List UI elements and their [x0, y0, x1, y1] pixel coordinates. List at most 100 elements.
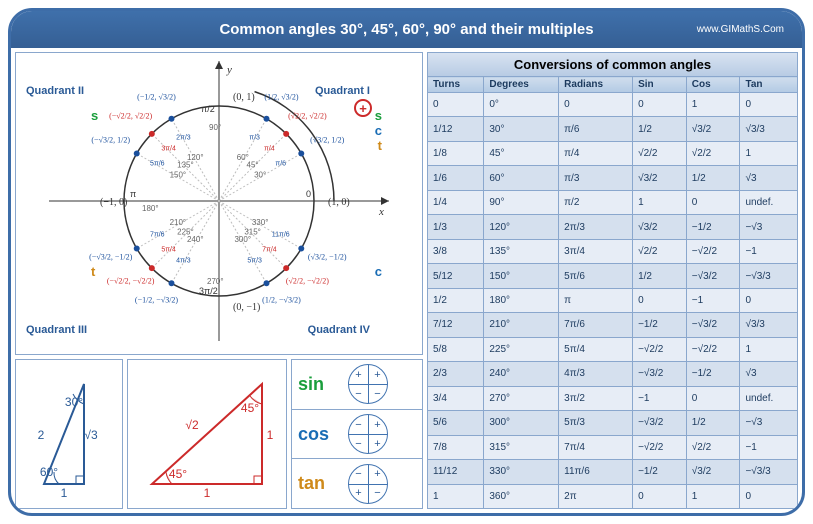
svg-text:2π/3: 2π/3: [176, 134, 191, 141]
svg-text:(√2/2, −√2/2): (√2/2, −√2/2): [286, 277, 329, 286]
svg-text:(0, −1): (0, −1): [233, 302, 260, 313]
sign-chart: sin++−− cos −+−+ tan −++−: [291, 359, 423, 509]
triangle-30-60-90: 30° 60° 2 √3 1: [15, 359, 123, 509]
conversion-table: TurnsDegreesRadiansSinCosTan 00°00101/12…: [427, 76, 798, 509]
table-row: 5/12150°5π/61/2−√3/2−√3/3: [428, 264, 798, 288]
svg-text:3π/4: 3π/4: [161, 146, 176, 153]
svg-text:2: 2: [38, 428, 45, 442]
sign-label: cos: [298, 424, 338, 445]
reference-card: Common angles 30°, 45°, 60°, 90° and the…: [8, 8, 805, 516]
header: Common angles 30°, 45°, 60°, 90° and the…: [11, 11, 802, 48]
stc-t-3: t: [91, 264, 95, 279]
sign-circle-icon: −+−+: [348, 414, 388, 454]
table-row: 7/12210°7π/6−1/2−√3/2√3/3: [428, 313, 798, 337]
svg-text:5π/6: 5π/6: [150, 160, 165, 167]
svg-text:60°: 60°: [40, 465, 58, 479]
svg-text:π/6: π/6: [275, 160, 286, 167]
stc-c-4: c: [375, 264, 382, 279]
svg-text:45°: 45°: [241, 401, 259, 415]
conversion-table-panel: Conversions of common angles TurnsDegree…: [427, 52, 798, 509]
svg-text:(−√2/2, √2/2): (−√2/2, √2/2): [109, 111, 152, 120]
svg-text:(√3/2, 1/2): (√3/2, 1/2): [310, 136, 345, 145]
site-link[interactable]: www.GIMathS.Com: [697, 24, 784, 35]
svg-text:π: π: [130, 189, 136, 199]
col-header: Sin: [633, 77, 687, 93]
table-row: 1/660°π/3√3/21/2√3: [428, 166, 798, 190]
table-row: 1/1230°π/61/2√3/2√3/3: [428, 117, 798, 141]
svg-text:(√3/2, −1/2): (√3/2, −1/2): [308, 253, 347, 262]
svg-text:5π/3: 5π/3: [247, 258, 262, 265]
svg-text:330°: 330°: [252, 218, 269, 227]
unit-circle-diagram: 30°π/6(√3/2, 1/2)45°π/4(√2/2, √2/2)60°π/…: [15, 52, 423, 355]
stc-t-1: t: [378, 138, 382, 153]
table-row: 5/6300°5π/3−√3/21/2−√3: [428, 411, 798, 435]
table-row: 7/8315°7π/4−√2/2√2/2−1: [428, 435, 798, 459]
table-row: 3/4270°3π/2−10undef.: [428, 386, 798, 410]
svg-text:(−1/2, √3/2): (−1/2, √3/2): [137, 93, 176, 102]
svg-text:√3: √3: [84, 428, 98, 442]
table-row: 1/845°π/4√2/2√2/21: [428, 141, 798, 165]
col-header: Radians: [559, 77, 633, 93]
col-header: Cos: [686, 77, 740, 93]
sign-row-tan: tan −++−: [292, 459, 422, 508]
svg-text:y: y: [226, 64, 232, 76]
svg-text:11π/6: 11π/6: [272, 232, 290, 239]
svg-text:(−√2/2, −√2/2): (−√2/2, −√2/2): [107, 277, 155, 286]
table-row: 00°0010: [428, 93, 798, 117]
table-row: 1/490°π/210undef.: [428, 190, 798, 214]
svg-text:90°: 90°: [209, 123, 221, 132]
svg-text:240°: 240°: [187, 235, 204, 244]
quadrant-3-label: Quadrant III: [26, 324, 87, 336]
svg-text:30°: 30°: [65, 395, 83, 409]
svg-text:(1/2, √3/2): (1/2, √3/2): [264, 93, 299, 102]
svg-text:270°: 270°: [207, 277, 224, 286]
svg-text:1: 1: [61, 486, 68, 500]
svg-text:1: 1: [267, 428, 274, 442]
sign-circle-icon: ++−−: [348, 364, 388, 404]
stc-s-1: s: [375, 108, 382, 123]
svg-text:135°: 135°: [177, 160, 194, 169]
sign-circle-icon: −++−: [348, 464, 388, 504]
col-header: Tan: [740, 77, 798, 93]
quadrant-2-label: Quadrant II: [26, 85, 84, 97]
svg-text:(0, 1): (0, 1): [233, 92, 255, 103]
col-header: Turns: [428, 77, 484, 93]
quadrant-1-label: Quadrant I: [315, 85, 370, 97]
table-row: 1360°2π010: [428, 484, 798, 509]
svg-text:π/4: π/4: [264, 146, 275, 153]
svg-text:(−1/2, −√3/2): (−1/2, −√3/2): [135, 295, 179, 304]
page-title: Common angles 30°, 45°, 60°, 90° and the…: [219, 21, 593, 38]
svg-text:7π/4: 7π/4: [262, 246, 277, 253]
svg-text:7π/6: 7π/6: [150, 232, 165, 239]
svg-text:(1/2, −√3/2): (1/2, −√3/2): [262, 295, 301, 304]
table-row: 2/3240°4π/3−√3/2−1/2√3: [428, 362, 798, 386]
svg-text:315°: 315°: [244, 228, 261, 237]
table-row: 5/8225°5π/4−√2/2−√2/21: [428, 337, 798, 361]
svg-text:0: 0: [306, 189, 311, 199]
svg-text:(1, 0): (1, 0): [328, 197, 350, 208]
sign-row-sin: sin++−−: [292, 360, 422, 410]
svg-text:180°: 180°: [142, 204, 159, 213]
svg-text:(√2/2, √2/2): (√2/2, √2/2): [288, 111, 327, 120]
svg-text:√2: √2: [185, 418, 199, 432]
svg-text:45°: 45°: [169, 467, 187, 481]
svg-text:π/2: π/2: [201, 104, 215, 114]
stc-s-2: s: [91, 108, 98, 123]
svg-text:(−√3/2, 1/2): (−√3/2, 1/2): [91, 136, 130, 145]
plus-direction-icon: +: [354, 99, 372, 117]
svg-text:x: x: [378, 206, 384, 218]
sign-row-cos: cos −+−+: [292, 410, 422, 460]
sign-label: tan: [298, 473, 338, 494]
svg-text:1: 1: [204, 486, 211, 500]
quadrant-4-label: Quadrant IV: [308, 324, 370, 336]
svg-text:30°: 30°: [254, 170, 266, 179]
svg-text:3π/2: 3π/2: [199, 286, 218, 296]
table-row: 11/12330°11π/6−1/2√3/2−√3/3: [428, 460, 798, 484]
stc-c-1: c: [375, 123, 382, 138]
table-row: 3/8135°3π/4√2/2−√2/2−1: [428, 239, 798, 263]
svg-text:(−√3/2, −1/2): (−√3/2, −1/2): [89, 253, 133, 262]
table-title: Conversions of common angles: [427, 52, 798, 76]
table-row: 1/3120°2π/3√3/2−1/2−√3: [428, 215, 798, 239]
svg-text:210°: 210°: [170, 218, 187, 227]
col-header: Degrees: [484, 77, 559, 93]
